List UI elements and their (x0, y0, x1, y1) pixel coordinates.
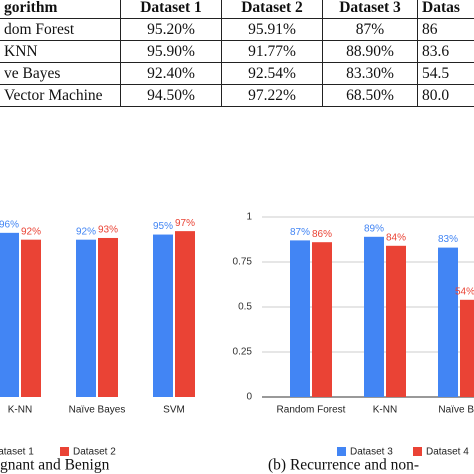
bar (21, 239, 41, 397)
table-cell: Datas (417, 0, 474, 19)
bar (438, 247, 458, 397)
bar (312, 242, 332, 397)
table-row: KNN 95.90% 91.77% 88.90% 83.6 (0, 40, 474, 63)
table-cell: Dataset 2 (221, 0, 323, 19)
bar (290, 240, 310, 397)
legend-label: Dataset 4 (426, 447, 469, 458)
caption: (b) Recurrence and non- (268, 457, 419, 474)
table-cell: 91.77% (221, 40, 323, 63)
legend-swatch (60, 447, 69, 456)
x-tick-label: SVM (163, 405, 185, 416)
table-cell: 95.20% (120, 18, 222, 41)
table-cell: 83.30% (322, 62, 418, 85)
table-cell: Dataset 1 (120, 0, 222, 19)
table-cell: 92.54% (221, 62, 323, 85)
table-cell: 80.0 (417, 84, 474, 107)
value-label: 95% (153, 221, 173, 232)
table-cell: 54.5 (417, 62, 474, 85)
y-tick-label: 0 (246, 392, 252, 403)
value-label: 83% (438, 234, 458, 245)
table-cell: 95.91% (221, 18, 323, 41)
table-cell: 94.50% (120, 84, 222, 107)
value-label: 86% (312, 229, 332, 240)
table-cell: 86 (417, 18, 474, 41)
y-tick-label: 1 (246, 212, 252, 223)
bar (98, 237, 118, 397)
table-cell: ve Bayes (0, 62, 121, 85)
table-cell: 92.40% (120, 62, 222, 85)
value-label: 92% (21, 226, 41, 237)
table-cell: 97.22% (221, 84, 323, 107)
x-tick-label: Naïve Bayes (69, 405, 126, 416)
table-cell: Dataset 3 (322, 0, 418, 19)
value-label: 54% (455, 286, 474, 297)
x-tick-label: K-NN (8, 405, 32, 416)
table-cell: Vector Machine (0, 84, 121, 107)
value-label: 97% (175, 218, 195, 229)
table-cell: KNN (0, 40, 121, 63)
table-cell: dom Forest (0, 18, 121, 41)
y-tick-label: 0.5 (238, 302, 252, 313)
x-tick-label: K-NN (373, 405, 397, 416)
table-row: Vector Machine 94.50% 97.22% 68.50% 80.0 (0, 84, 474, 107)
table-cell: 88.90% (322, 40, 418, 63)
table-row: dom Forest 95.20% 95.91% 87% 86 (0, 18, 474, 41)
table-cell: 68.50% (322, 84, 418, 107)
table-cell: 83.6 (417, 40, 474, 63)
results-table: gorithm Dataset 1 Dataset 2 Dataset 3 Datas d… (0, 0, 474, 107)
legend-label: Dataset 2 (73, 447, 116, 458)
legend-swatch (413, 447, 422, 456)
legend-label: Dataset 3 (350, 447, 393, 458)
legend-label: Dataset 1 (0, 447, 34, 458)
y-tick-label: 0.25 (233, 347, 253, 358)
bar (364, 236, 384, 397)
bar (386, 245, 406, 397)
x-tick-label: Random Forest (277, 405, 346, 416)
table-row: ve Bayes 92.40% 92.54% 83.30% 54.5 (0, 62, 474, 85)
bar (76, 239, 96, 397)
header-row: gorithm Dataset 1 Dataset 2 Dataset 3 Datas (0, 0, 474, 19)
bar (153, 234, 173, 397)
bar (175, 231, 195, 397)
value-label: 84% (386, 232, 406, 243)
table-cell: gorithm (0, 0, 121, 19)
value-label: 96% (0, 219, 19, 230)
table-cell: 87% (322, 18, 418, 41)
bar (460, 299, 474, 397)
x-tick-label: Naïve Ba (438, 405, 474, 416)
value-label: 92% (76, 226, 96, 237)
value-label: 93% (98, 225, 118, 236)
table-cell: 95.90% (120, 40, 222, 63)
value-label: 89% (364, 223, 384, 234)
bar (0, 232, 19, 397)
caption: gnant and Benign (0, 457, 110, 474)
value-label: 87% (290, 227, 310, 238)
legend-swatch (337, 447, 346, 456)
y-tick-label: 0.75 (233, 257, 253, 268)
